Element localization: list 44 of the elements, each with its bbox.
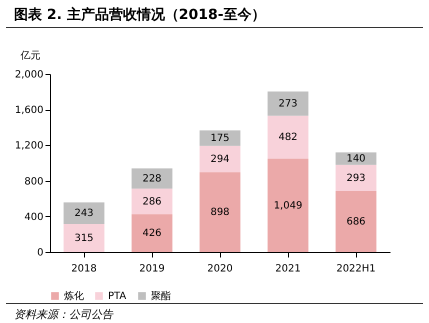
data-label: 426 xyxy=(142,228,162,240)
data-label: 482 xyxy=(278,132,298,144)
bar xyxy=(132,188,172,214)
x-tick-label: 2022H1 xyxy=(336,264,376,274)
bar xyxy=(336,164,376,191)
bar xyxy=(132,214,172,252)
data-label: 898 xyxy=(210,207,230,218)
bar xyxy=(200,146,240,172)
bar xyxy=(200,172,240,252)
chart-title: 图表 2. 主产品营收情况（2018-至今） xyxy=(6,0,423,28)
data-label: 243 xyxy=(74,208,94,220)
data-label: 175 xyxy=(210,133,230,144)
x-tick-label: 2019 xyxy=(139,264,165,274)
bar xyxy=(268,91,308,116)
data-label: 286 xyxy=(142,196,162,208)
legend-label: 聚酯 xyxy=(151,290,171,302)
y-tick-label: 0 xyxy=(37,248,44,258)
data-label: 294 xyxy=(210,154,230,165)
y-axis-title: 亿元 xyxy=(20,50,40,62)
data-label: 273 xyxy=(278,98,298,110)
y-tick-label: 1,200 xyxy=(14,140,44,152)
bar xyxy=(268,116,308,159)
y-tick-label: 800 xyxy=(24,176,44,188)
text: 资料来源：公司公告 xyxy=(6,303,423,323)
x-tick-label: 2021 xyxy=(275,264,301,274)
bar xyxy=(268,158,308,252)
y-tick-label: 1,600 xyxy=(14,105,44,116)
bar xyxy=(64,224,104,252)
y-tick-label: 2,000 xyxy=(14,70,44,80)
data-label: 228 xyxy=(142,173,162,184)
legend-label: 炼化 xyxy=(64,290,84,302)
data-label: 686 xyxy=(346,216,366,228)
data-label: 140 xyxy=(346,154,366,165)
y-tick-label: 400 xyxy=(24,212,44,223)
bar xyxy=(132,168,172,189)
data-label: 1,049 xyxy=(274,200,302,212)
legend-label: PTA xyxy=(108,291,126,302)
data-label: 293 xyxy=(346,172,366,184)
bar xyxy=(200,130,240,146)
data-label: 315 xyxy=(74,232,94,244)
x-tick-label: 2018 xyxy=(71,264,97,274)
bar xyxy=(336,190,376,252)
bar xyxy=(64,202,104,224)
x-tick-label: 2020 xyxy=(207,264,233,274)
